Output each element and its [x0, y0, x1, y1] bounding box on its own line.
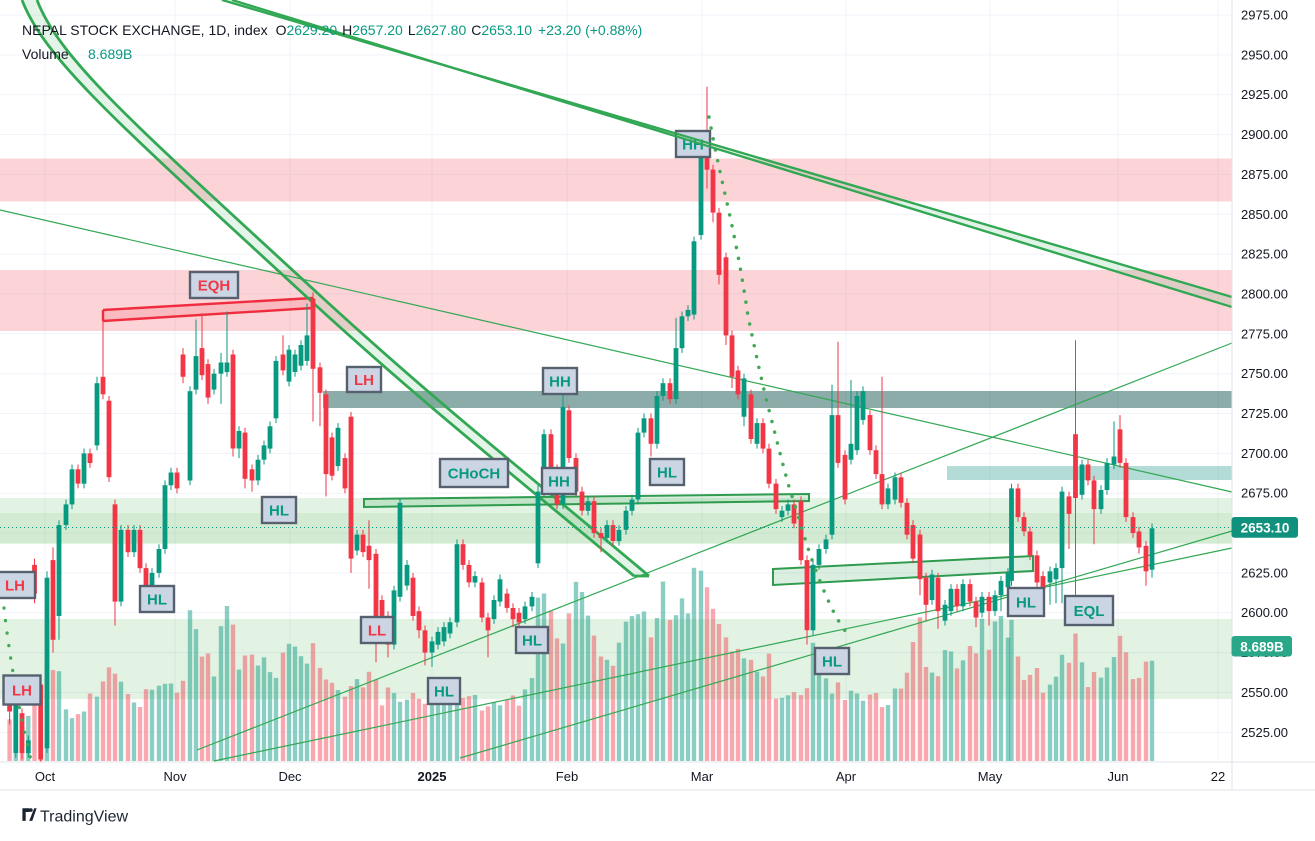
svg-text:LH: LH — [12, 682, 32, 699]
svg-text:2025: 2025 — [418, 769, 447, 784]
svg-text:Dec: Dec — [278, 769, 302, 784]
svg-text:2925.00: 2925.00 — [1241, 87, 1288, 102]
svg-text:LH: LH — [354, 372, 374, 389]
svg-text:Apr: Apr — [836, 769, 857, 784]
svg-text:LH: LH — [5, 577, 25, 594]
svg-text:2600.00: 2600.00 — [1241, 605, 1288, 620]
svg-text:EQH: EQH — [198, 277, 231, 294]
svg-text:2625.00: 2625.00 — [1241, 565, 1288, 580]
svg-text:Mar: Mar — [691, 769, 714, 784]
svg-text:2550.00: 2550.00 — [1241, 685, 1288, 700]
svg-text:Feb: Feb — [556, 769, 578, 784]
svg-text:2850.00: 2850.00 — [1241, 207, 1288, 222]
svg-text:HL: HL — [657, 464, 677, 481]
svg-text:2750.00: 2750.00 — [1241, 366, 1288, 381]
svg-text:HL: HL — [822, 653, 842, 670]
svg-text:HL: HL — [269, 502, 289, 519]
svg-text:2725.00: 2725.00 — [1241, 406, 1288, 421]
svg-text:2900.00: 2900.00 — [1241, 127, 1288, 142]
svg-text:2825.00: 2825.00 — [1241, 247, 1288, 262]
svg-text:8.689B: 8.689B — [88, 46, 132, 62]
svg-text:2875.00: 2875.00 — [1241, 167, 1288, 182]
svg-text:HL: HL — [147, 591, 167, 608]
svg-text:2775.00: 2775.00 — [1241, 326, 1288, 341]
svg-text:EQL: EQL — [1074, 603, 1105, 620]
svg-text:2700.00: 2700.00 — [1241, 446, 1288, 461]
svg-text:TradingView: TradingView — [40, 809, 128, 826]
svg-text:NEPAL STOCK EXCHANGE, 1D, inde: NEPAL STOCK EXCHANGE, 1D, index O2629.20 H… — [22, 22, 642, 38]
svg-text:May: May — [978, 769, 1003, 784]
svg-text:HH: HH — [548, 473, 570, 490]
svg-text:2800.00: 2800.00 — [1241, 286, 1288, 301]
svg-text:HL: HL — [522, 632, 542, 649]
svg-text:Oct: Oct — [35, 769, 56, 784]
svg-text:Jun: Jun — [1108, 769, 1129, 784]
svg-text:8.689B: 8.689B — [1240, 639, 1284, 654]
svg-text:2975.00: 2975.00 — [1241, 8, 1288, 23]
svg-text:HL: HL — [1016, 594, 1036, 611]
svg-text:2950.00: 2950.00 — [1241, 47, 1288, 62]
svg-text:22: 22 — [1211, 769, 1225, 784]
svg-text:2675.00: 2675.00 — [1241, 486, 1288, 501]
svg-text:LL: LL — [368, 622, 386, 639]
svg-text:HL: HL — [434, 683, 454, 700]
svg-text:CHoCH: CHoCH — [448, 465, 501, 482]
svg-text:2525.00: 2525.00 — [1241, 725, 1288, 740]
svg-text:2653.10: 2653.10 — [1241, 520, 1290, 535]
svg-text:Nov: Nov — [163, 769, 187, 784]
svg-text:Volume: Volume — [22, 46, 69, 62]
svg-text:HH: HH — [549, 373, 571, 390]
